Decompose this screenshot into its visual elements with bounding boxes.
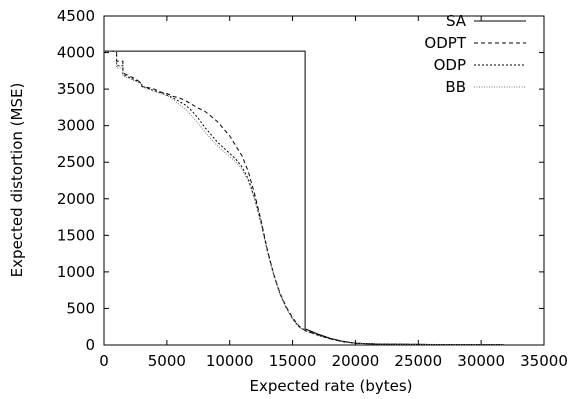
ticks-layer: 0 5000 10000 15000 20000 25000 30000 35000 0 500 1…: [57, 7, 568, 370]
y-tick-label: 3000: [57, 117, 95, 135]
y-tick-label: 500: [66, 299, 95, 317]
plot-frame: [103, 15, 545, 346]
series-line-bb: [104, 50, 504, 346]
legend-label-bb: BB: [445, 78, 466, 96]
y-tick-label: 4500: [57, 7, 95, 25]
legend: SA ODPT ODP BB: [424, 12, 526, 96]
y-tick-label: 2000: [57, 190, 95, 208]
legend-label-odp: ODP: [434, 56, 466, 74]
x-tick-label: 20000: [332, 352, 380, 370]
legend-label-sa: SA: [446, 12, 467, 30]
legend-label-odpt: ODPT: [424, 34, 466, 52]
x-tick-label: 15000: [269, 352, 317, 370]
y-tick-label: 3500: [57, 80, 95, 98]
x-axis-label: Expected rate (bytes): [249, 377, 412, 395]
plot-border: [103, 15, 545, 346]
x-tick-label: 5000: [148, 352, 186, 370]
x-tick-label: 35000: [520, 352, 568, 370]
y-tick-label: 2500: [57, 153, 95, 171]
series-layer: [104, 50, 504, 346]
y-tick-label: 0: [85, 336, 95, 354]
y-axis-label: Expected distortion (MSE): [8, 83, 26, 278]
y-tick-label: 1500: [57, 226, 95, 244]
y-tick-label: 4000: [57, 44, 95, 62]
x-tick-label: 30000: [457, 352, 505, 370]
x-tick-label: 10000: [206, 352, 254, 370]
y-tick-label: 1000: [57, 263, 95, 281]
x-tick-label: 0: [99, 352, 109, 370]
x-tick-label: 25000: [394, 352, 442, 370]
